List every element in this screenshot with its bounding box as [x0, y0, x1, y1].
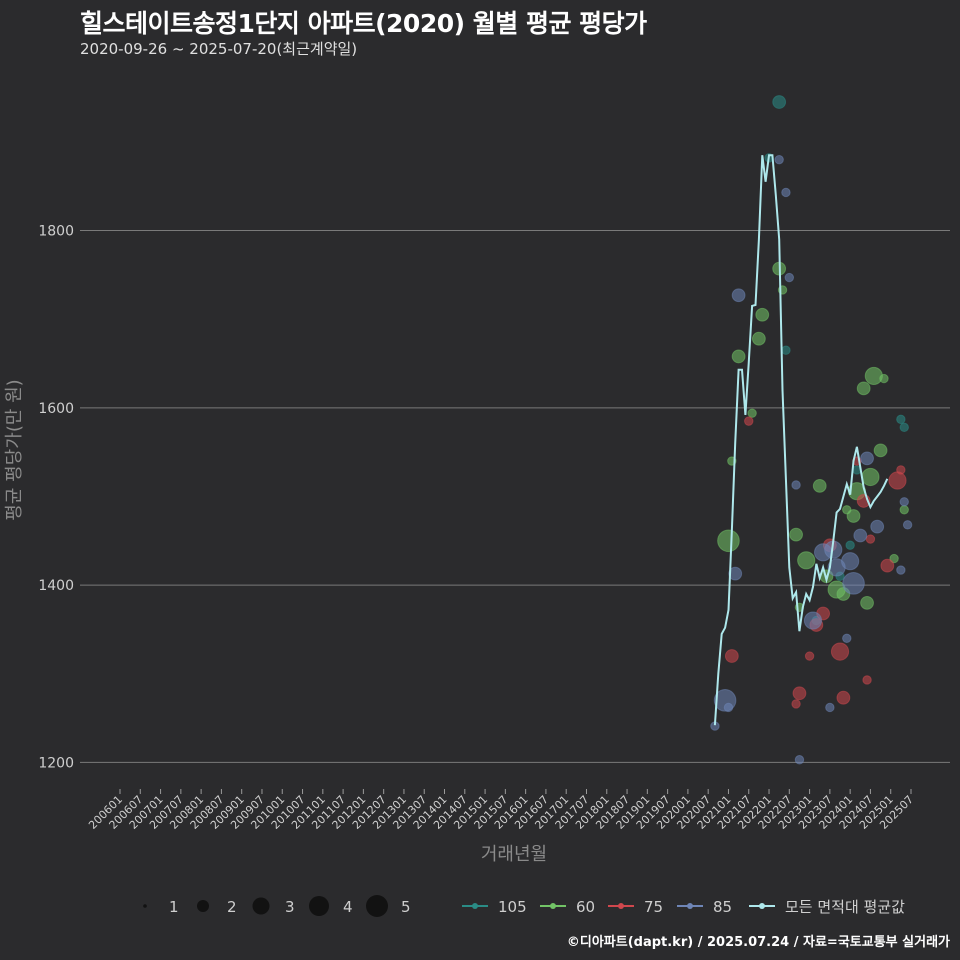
point-60	[789, 527, 803, 542]
size-legend-label: 1	[169, 898, 179, 916]
point-85	[841, 552, 860, 571]
point-105	[899, 422, 909, 433]
point-75	[896, 465, 906, 475]
point-105	[772, 95, 787, 109]
point-85	[774, 154, 784, 165]
chart-title: 힐스테이트송정1단지 아파트(2020) 월별 평균 평당가	[80, 9, 647, 38]
point-75	[744, 416, 754, 426]
point-85	[860, 451, 874, 466]
size-legend-dot	[366, 895, 388, 917]
point-85	[842, 572, 865, 595]
point-75	[791, 699, 801, 709]
point-85	[723, 702, 734, 713]
point-85	[731, 288, 746, 303]
color-legend-label: 75	[644, 898, 663, 916]
point-60	[747, 408, 757, 418]
point-85	[902, 520, 913, 530]
point-85	[899, 497, 909, 507]
y-tick-label: 1800	[38, 224, 74, 240]
size-legend-label: 3	[285, 898, 295, 916]
point-75	[804, 651, 815, 661]
point-60	[731, 349, 746, 364]
point-60	[751, 331, 766, 346]
color-legend-label: 105	[498, 898, 527, 916]
point-85	[791, 480, 801, 490]
point-60	[797, 551, 816, 570]
point-60	[861, 467, 880, 487]
point-105	[781, 345, 791, 355]
point-60	[842, 505, 852, 515]
source-caption: ©디아파트(dapt.kr) / 2025.07.24 / 자료=국토교통부 실…	[566, 935, 950, 950]
point-75	[880, 558, 895, 573]
point-85	[728, 566, 743, 581]
point-60	[755, 307, 770, 322]
size-legend-label: 5	[401, 898, 411, 916]
size-legend-label: 2	[227, 898, 237, 916]
point-75	[865, 534, 876, 544]
color-legend-dot	[618, 903, 624, 909]
point-85	[825, 702, 835, 713]
y-axis-title: 평균 평당가(만 원)	[4, 379, 25, 520]
point-85	[896, 565, 906, 575]
point-85	[781, 187, 791, 198]
color-legend-label: 모든 면적대 평균값	[785, 898, 905, 916]
size-legend-dot	[143, 904, 147, 908]
point-105	[845, 540, 855, 550]
point-85	[842, 633, 852, 644]
point-85	[853, 528, 868, 543]
y-tick-label: 1200	[38, 755, 74, 771]
point-105	[896, 414, 906, 425]
point-60	[717, 529, 740, 553]
point-85	[784, 272, 795, 283]
point-75	[862, 675, 872, 685]
color-legend-dot	[759, 903, 765, 909]
point-60	[864, 366, 883, 386]
color-legend-dot	[472, 903, 478, 909]
y-tick-label: 1600	[38, 401, 74, 417]
size-legend-dot	[309, 896, 329, 916]
point-75	[830, 642, 850, 661]
average-line	[713, 154, 889, 726]
chart-subtitle: 2020-09-26 ~ 2025-07-20(최근계약일)	[80, 40, 358, 58]
size-legend-dot	[252, 897, 270, 915]
point-75	[888, 471, 907, 490]
point-60	[860, 595, 874, 610]
point-85	[870, 519, 885, 534]
x-axis-title: 거래년월	[481, 844, 547, 865]
color-legend-dot	[550, 903, 556, 909]
size-legend-label: 4	[343, 898, 353, 916]
color-legend-label: 85	[713, 898, 732, 916]
point-60	[873, 443, 888, 458]
point-60	[899, 505, 909, 515]
point-60	[856, 381, 871, 396]
color-legend-label: 60	[576, 898, 595, 916]
point-75	[724, 649, 739, 663]
point-85	[794, 755, 805, 765]
y-tick-label: 1400	[38, 578, 74, 594]
point-75	[792, 686, 807, 701]
color-legend-dot	[687, 903, 693, 909]
size-legend-dot	[197, 900, 209, 912]
point-85	[803, 611, 823, 630]
point-60	[812, 478, 827, 493]
point-60	[879, 373, 889, 384]
point-75	[836, 690, 851, 705]
